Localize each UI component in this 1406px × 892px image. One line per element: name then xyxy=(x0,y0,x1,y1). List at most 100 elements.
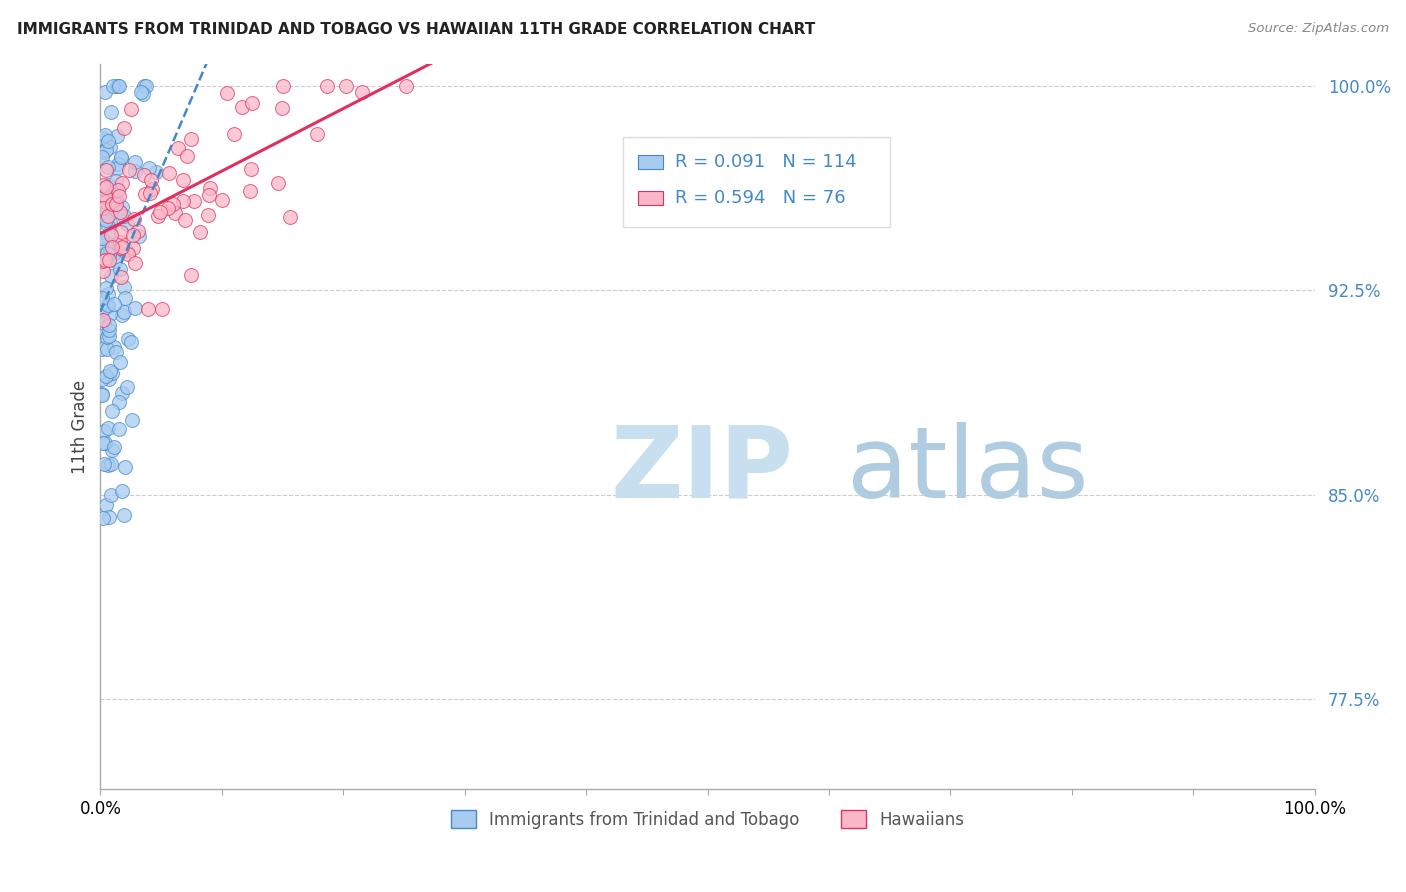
Point xyxy=(114,292,136,306)
Point xyxy=(267,177,290,191)
Point xyxy=(198,181,221,195)
Point xyxy=(91,253,114,268)
Point xyxy=(162,197,184,211)
Point xyxy=(97,134,120,148)
Point xyxy=(150,301,173,316)
Point xyxy=(101,247,124,261)
Point xyxy=(100,105,122,120)
Point xyxy=(98,323,121,337)
Point xyxy=(100,269,122,284)
Point xyxy=(100,487,122,501)
Point xyxy=(165,206,187,220)
Point xyxy=(100,403,122,417)
Point xyxy=(128,228,150,243)
Point xyxy=(97,160,120,174)
Point xyxy=(93,194,115,209)
Point xyxy=(190,226,212,240)
Point xyxy=(98,364,121,378)
Point xyxy=(94,131,117,145)
Point xyxy=(115,218,138,232)
Point xyxy=(90,324,112,338)
Point xyxy=(93,317,115,331)
Text: Source: ZipAtlas.com: Source: ZipAtlas.com xyxy=(1249,22,1389,36)
Point xyxy=(90,235,112,249)
Point xyxy=(110,270,132,285)
Point xyxy=(107,157,129,171)
Point xyxy=(240,95,263,110)
Point xyxy=(124,256,146,270)
Point xyxy=(156,201,179,215)
Point xyxy=(105,174,128,188)
Point xyxy=(105,161,128,176)
Point xyxy=(124,154,146,169)
Point xyxy=(148,210,170,224)
Point xyxy=(108,262,131,277)
Point xyxy=(101,197,124,211)
Point xyxy=(132,78,155,93)
Point xyxy=(97,298,120,312)
Point xyxy=(100,240,122,254)
Point xyxy=(120,335,142,350)
Point xyxy=(239,184,262,198)
Point xyxy=(96,281,118,295)
Point xyxy=(103,297,125,311)
Point xyxy=(90,231,112,245)
Point xyxy=(183,194,205,209)
Point xyxy=(94,253,117,268)
Point xyxy=(122,227,145,242)
Point xyxy=(91,264,114,278)
Point xyxy=(100,199,122,213)
Point xyxy=(91,178,114,192)
Point xyxy=(115,380,138,394)
Text: R = 0.091   N = 114: R = 0.091 N = 114 xyxy=(675,153,856,171)
Y-axis label: 11th Grade: 11th Grade xyxy=(72,380,89,474)
Point xyxy=(111,309,134,323)
Point xyxy=(104,196,127,211)
Point xyxy=(97,458,120,472)
Point xyxy=(110,240,132,254)
Point xyxy=(90,231,112,245)
Point xyxy=(94,85,117,99)
Text: atlas: atlas xyxy=(848,422,1088,518)
Point xyxy=(97,421,120,435)
Point xyxy=(98,247,121,261)
Point xyxy=(105,129,128,144)
Point xyxy=(98,318,121,332)
Point xyxy=(103,78,125,93)
Point xyxy=(271,78,294,93)
Point xyxy=(222,128,245,142)
Point xyxy=(118,163,141,178)
Point xyxy=(112,508,135,522)
Point xyxy=(112,120,135,135)
Point xyxy=(98,215,121,229)
Point xyxy=(94,189,117,203)
Point xyxy=(91,436,114,450)
Text: IMMIGRANTS FROM TRINIDAD AND TOBAGO VS HAWAIIAN 11TH GRADE CORRELATION CHART: IMMIGRANTS FROM TRINIDAD AND TOBAGO VS H… xyxy=(17,22,815,37)
FancyBboxPatch shape xyxy=(623,136,890,227)
Point xyxy=(96,217,118,231)
Point xyxy=(98,329,121,343)
Point xyxy=(112,305,135,319)
Point xyxy=(93,424,115,438)
Point xyxy=(108,205,131,219)
Point xyxy=(96,300,118,314)
Point xyxy=(104,254,127,268)
Point xyxy=(98,140,121,154)
Point xyxy=(110,150,132,164)
Point xyxy=(121,102,143,116)
Point xyxy=(94,180,117,194)
Point xyxy=(97,178,120,193)
Point xyxy=(97,252,120,267)
Point xyxy=(97,209,120,223)
Point xyxy=(316,78,339,93)
Point xyxy=(141,182,163,196)
Point xyxy=(94,498,117,512)
Point xyxy=(167,141,190,155)
Point xyxy=(124,301,146,316)
Point xyxy=(129,85,152,99)
Point xyxy=(180,268,202,282)
Point xyxy=(100,442,122,457)
Point xyxy=(93,145,115,159)
Point xyxy=(98,307,121,321)
Point xyxy=(91,302,114,317)
